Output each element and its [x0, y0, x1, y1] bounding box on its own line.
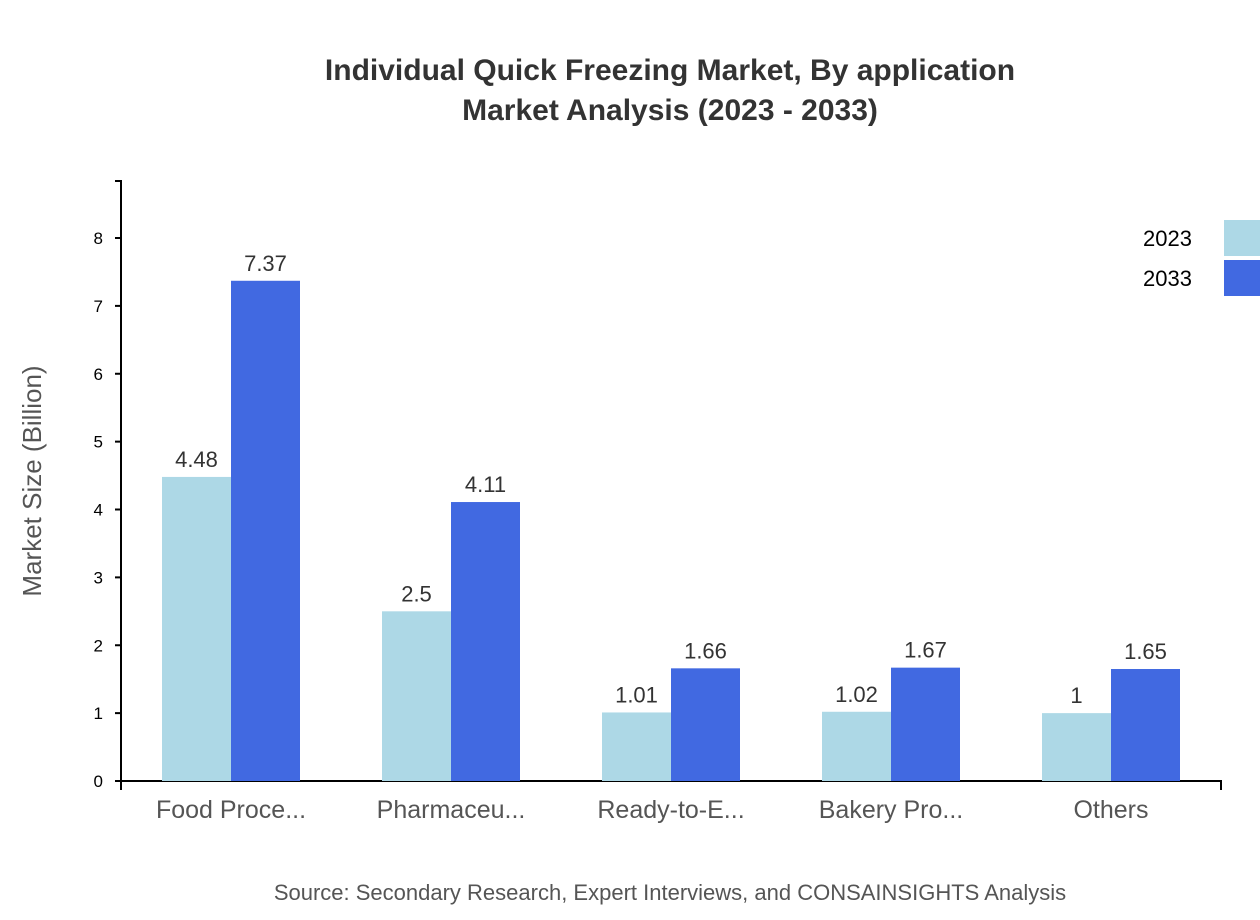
bar-2033 [1111, 669, 1180, 781]
data-label: 4.11 [465, 472, 506, 497]
bar-2033 [891, 667, 960, 781]
x-axis-line [120, 780, 1222, 790]
data-label: 2.5 [401, 581, 432, 606]
y-axis: 0 1 2 3 4 5 6 7 8 [94, 180, 122, 791]
legend: 2023 2033 [1143, 220, 1260, 296]
x-tick-label: Bakery Pro... [819, 796, 964, 824]
bar-2023 [602, 712, 671, 781]
y-axis-line [115, 180, 122, 782]
bar-2023 [1042, 713, 1111, 781]
y-tick-label: 7 [94, 297, 103, 316]
data-label: 1.67 [904, 638, 947, 663]
data-label: 1.02 [835, 682, 878, 707]
bar-2023 [162, 476, 231, 781]
bar-2023 [382, 611, 451, 781]
bar-2033 [671, 668, 740, 781]
data-label: 1.66 [684, 638, 727, 663]
x-tick-label: Pharmaceu... [377, 796, 526, 824]
y-tick-label: 3 [94, 568, 103, 587]
y-axis-label: Market Size (Billion) [17, 365, 47, 596]
y-tick-label: 0 [94, 772, 103, 791]
data-label: 1.65 [1124, 639, 1167, 664]
legend-label: 2023 [1143, 226, 1192, 251]
y-tick-label: 8 [94, 229, 103, 248]
bar-2023 [822, 711, 891, 781]
legend-swatch [1224, 260, 1260, 296]
bar-2033 [451, 502, 520, 781]
x-tick-label: Others [1073, 796, 1148, 824]
bars: 4.48 7.37 2.5 4.11 1.01 1.66 1.02 1.67 1 1.65 [162, 251, 1180, 781]
y-tick-label: 4 [94, 501, 103, 520]
y-tick-label: 2 [94, 636, 103, 655]
data-label: 1 [1070, 683, 1082, 708]
legend-swatch [1224, 220, 1260, 256]
chart-title-line-2: Market Analysis (2023 - 2033) [462, 94, 878, 127]
y-tick-label: 5 [94, 433, 103, 452]
y-tick-label: 6 [94, 365, 103, 384]
bar-2033 [231, 280, 300, 781]
data-label: 7.37 [244, 251, 287, 276]
data-label: 1.01 [615, 682, 658, 707]
y-tick-label: 1 [94, 704, 103, 723]
x-axis: Food Proce... Pharmaceu... Ready-to-E... Ba… [120, 780, 1222, 824]
data-label: 4.48 [175, 447, 218, 472]
chart-title-line-1: Individual Quick Freezing Market, By app… [325, 54, 1015, 87]
legend-label: 2033 [1143, 266, 1192, 291]
source-note: Source: Secondary Research, Expert Inter… [274, 880, 1066, 905]
x-tick-label: Ready-to-E... [597, 796, 744, 824]
x-tick-label: Food Proce... [156, 796, 306, 824]
